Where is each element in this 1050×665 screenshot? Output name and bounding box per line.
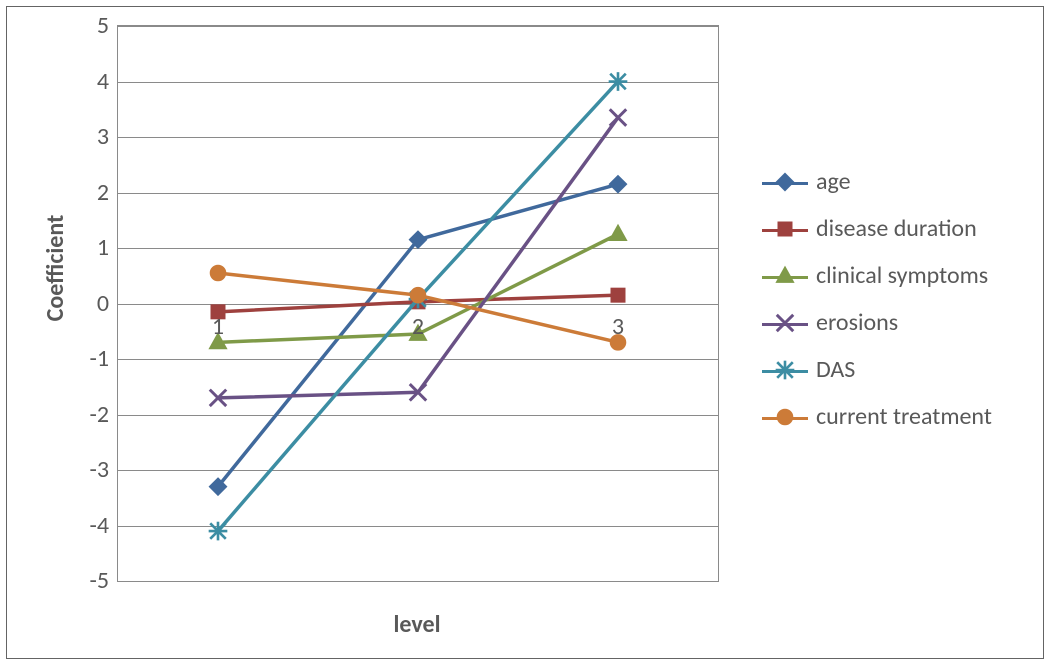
legend-item: current treatment	[762, 402, 992, 431]
legend-label: current treatment	[816, 402, 992, 431]
legend-item: disease duration	[762, 214, 992, 243]
series-marker	[609, 225, 627, 241]
legend-swatch	[762, 217, 808, 241]
legend-label: clinical symptoms	[816, 261, 988, 290]
y-tick-label: -2	[61, 400, 109, 429]
legend-item: age	[762, 167, 992, 196]
series-marker	[209, 522, 228, 541]
series-marker	[410, 287, 426, 303]
series-marker	[210, 265, 226, 281]
legend-swatch	[762, 358, 808, 382]
legend-swatch	[762, 170, 808, 194]
legend-item: clinical symptoms	[762, 261, 992, 290]
legend-item: erosions	[762, 308, 992, 337]
x-category-label: 2	[398, 312, 438, 341]
legend-label: DAS	[816, 355, 855, 384]
x-category-label: 3	[598, 312, 638, 341]
legend-swatch	[762, 311, 808, 335]
legend-label: disease duration	[816, 214, 977, 243]
series-marker	[611, 288, 625, 302]
series-marker	[609, 72, 628, 91]
plot-area: 1 2 3	[117, 25, 719, 582]
y-tick-label: 4	[61, 67, 109, 96]
legend-swatch	[762, 405, 808, 429]
y-tick-label: 5	[61, 11, 109, 40]
legend-label: age	[816, 167, 851, 196]
series-layer	[118, 26, 718, 581]
legend-item: DAS	[762, 355, 992, 384]
gridline	[118, 581, 718, 582]
y-tick-label: 3	[61, 122, 109, 151]
y-tick-label: -5	[61, 566, 109, 595]
series-line	[218, 118, 618, 398]
legend-label: erosions	[816, 308, 898, 337]
series-marker	[610, 109, 626, 125]
y-axis-title: Coefficient	[41, 168, 70, 368]
y-tick-label: -4	[61, 511, 109, 540]
x-axis-title: level	[117, 610, 717, 639]
x-category-label: 1	[198, 312, 238, 341]
series-marker	[609, 175, 627, 193]
y-tick-label: -3	[61, 455, 109, 484]
legend: age disease duration clinical symptoms eros…	[762, 167, 992, 449]
chart-frame: 123 -5-4-3-2-1012345 Coefficient level a…	[6, 6, 1044, 659]
legend-swatch	[762, 264, 808, 288]
